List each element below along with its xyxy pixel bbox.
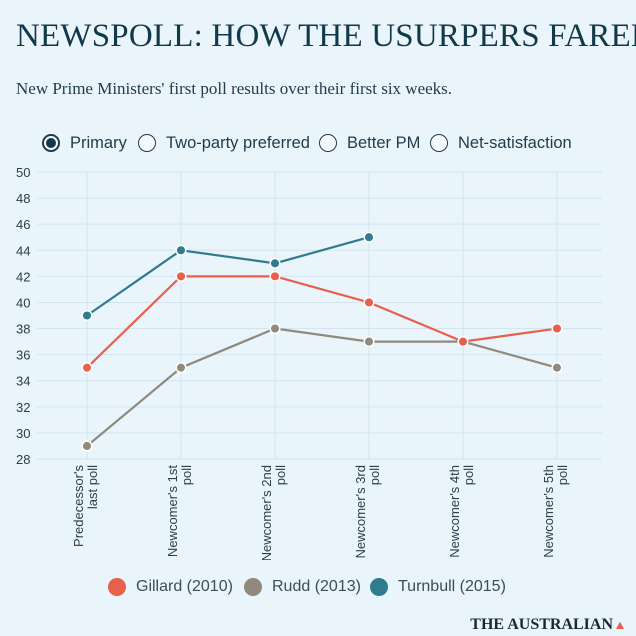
legend-dot-gillard xyxy=(108,578,126,596)
legend-item-rudd[interactable]: Rudd (2013) xyxy=(244,578,361,596)
x-tick-label: Newcomer's 5thpoll xyxy=(541,465,570,558)
x-tick-label-line: Newcomer's 3rd xyxy=(353,465,368,559)
legend-item-turnbull[interactable]: Turnbull (2015) xyxy=(370,578,506,596)
data-point-turnbull xyxy=(81,309,93,322)
y-tick-label: 38 xyxy=(16,322,30,337)
x-tick-label-line: poll xyxy=(179,465,194,485)
x-tick-label-line: Newcomer's 4th xyxy=(447,465,462,558)
x-tick-label-line: Newcomer's 2nd xyxy=(259,465,274,560)
data-point-gillard xyxy=(81,362,93,374)
x-tick-label-line: poll xyxy=(461,465,476,485)
x-tick-label: Newcomer's 3rdpoll xyxy=(353,465,382,559)
y-tick-label: 44 xyxy=(16,243,30,258)
brand-logo: THE AUSTRALIAN xyxy=(470,616,624,634)
radio-primary[interactable]: Primary xyxy=(42,130,127,156)
x-tick-label-line: poll xyxy=(367,465,382,485)
legend-item-gillard[interactable]: Gillard (2010) xyxy=(108,578,233,596)
radio-label-net-satisfaction: Net-satisfaction xyxy=(458,133,572,152)
radio-unselected-icon[interactable] xyxy=(138,134,156,152)
radio-better-pm[interactable]: Better PM xyxy=(319,130,420,156)
data-point-gillard xyxy=(457,336,469,348)
y-tick-label: 32 xyxy=(16,400,30,415)
data-point-rudd xyxy=(363,336,375,348)
y-tick-label: 50 xyxy=(16,165,30,180)
data-point-gillard xyxy=(175,270,187,282)
y-tick-label: 36 xyxy=(16,348,30,363)
x-tick-label-line: last poll xyxy=(85,465,100,509)
y-tick-label: 48 xyxy=(16,191,30,206)
legend-label-turnbull: Turnbull (2015) xyxy=(398,578,506,595)
radio-two-party-preferred[interactable]: Two-party preferred xyxy=(138,130,310,156)
radio-unselected-icon[interactable] xyxy=(319,134,337,152)
radio-unselected-icon[interactable] xyxy=(430,134,448,152)
chart-subtitle: New Prime Ministers' first poll results … xyxy=(16,79,453,98)
data-point-turnbull xyxy=(175,244,187,256)
series-line-turnbull xyxy=(86,236,370,317)
series-line-rudd xyxy=(86,327,558,447)
x-tick-label: Newcomer's 1stpoll xyxy=(165,465,194,557)
series-line-gillard xyxy=(86,275,558,369)
x-tick-label-line: Newcomer's 1st xyxy=(165,465,180,557)
x-tick-label: Newcomer's 4thpoll xyxy=(447,465,476,558)
legend-dot-rudd xyxy=(244,578,262,596)
radio-selected-icon[interactable] xyxy=(42,134,60,152)
chart-title: NEWSPOLL: HOW THE USURPERS FARED xyxy=(16,18,636,54)
brand-name: THE AUSTRALIAN xyxy=(470,616,613,633)
data-point-gillard xyxy=(363,296,375,309)
y-tick-label: 42 xyxy=(16,269,30,284)
y-tick-label: 28 xyxy=(16,452,30,467)
data-point-rudd xyxy=(269,322,281,335)
line-chart: 28 30 32 34 36 38 40 42 44 46 48 50 Predecessor'slas… xyxy=(16,165,602,560)
x-tick-label: Predecessor'slast poll xyxy=(71,465,100,547)
data-point-turnbull xyxy=(269,257,281,269)
legend-label-rudd: Rudd (2013) xyxy=(272,578,361,595)
x-tick-label-line: poll xyxy=(273,465,288,485)
y-tick-label: 46 xyxy=(16,217,30,232)
data-point-gillard xyxy=(269,270,281,282)
x-tick-label-line: Newcomer's 5th xyxy=(541,465,556,558)
data-point-rudd xyxy=(551,362,563,374)
data-point-turnbull xyxy=(363,231,375,243)
brand-mark-icon xyxy=(616,621,624,629)
legend-dot-turnbull xyxy=(370,578,388,596)
y-tick-label: 30 xyxy=(16,426,30,441)
data-point-rudd xyxy=(175,362,187,374)
x-tick-label-line: poll xyxy=(555,465,570,485)
radio-label-better-pm: Better PM xyxy=(347,133,421,152)
x-tick-label: Newcomer's 2ndpoll xyxy=(259,465,288,560)
radio-net-satisfaction[interactable]: Net-satisfaction xyxy=(430,130,572,156)
data-point-gillard xyxy=(551,322,563,335)
y-tick-label: 40 xyxy=(16,295,30,310)
x-tick-label-line: Predecessor's xyxy=(71,465,86,547)
radio-label-primary: Primary xyxy=(70,133,127,152)
radio-label-two-party: Two-party preferred xyxy=(166,133,310,152)
data-point-rudd xyxy=(81,440,93,452)
legend-label-gillard: Gillard (2010) xyxy=(136,578,233,595)
y-tick-label: 34 xyxy=(16,374,30,389)
